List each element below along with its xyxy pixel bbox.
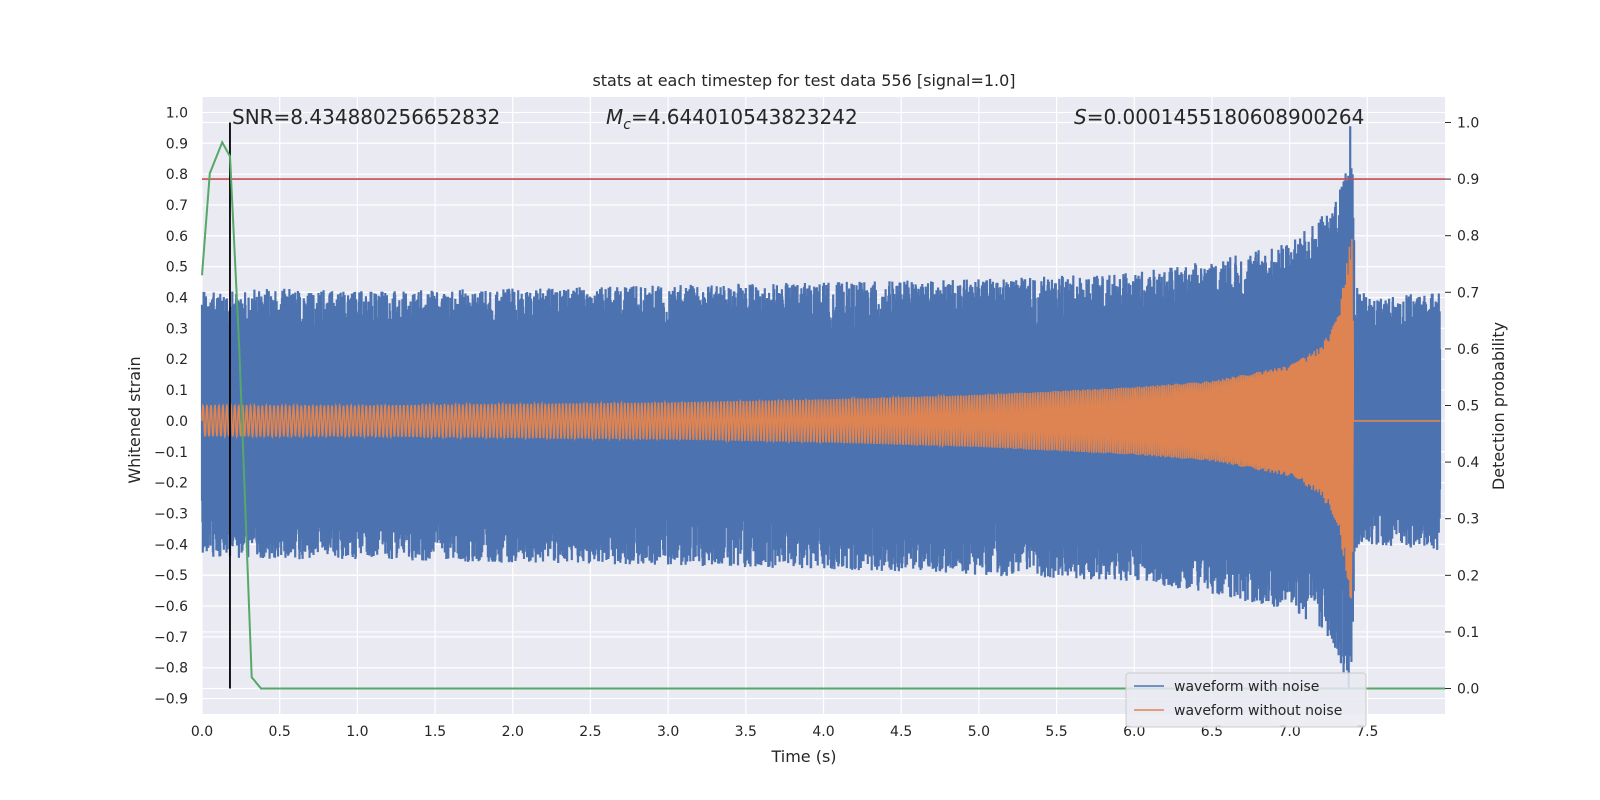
chirp-mass-value: =4.644010543823242 [631,105,858,129]
series-waveform-without-noise [201,239,1441,599]
y-tick-label: −0.4 [154,537,188,553]
chart-title: stats at each timestep for test data 556… [592,71,1015,90]
s-symbol: S [1074,105,1087,129]
x-tick-labels: 0.0 0.5 1.0 1.5 2.0 2.5 3.0 3.5 4.0 4.5 5.0 5.5 6.0 6… [191,724,1379,740]
y-axis-label: Whitened strain [125,356,144,483]
x-tick-label: 4.0 [812,724,834,740]
x-tick-label: 1.0 [346,724,368,740]
y-tick-label: −0.1 [154,445,188,461]
y-tick-label: 0.6 [166,229,188,245]
chirp-mass-symbol: M [606,105,623,129]
legend: waveform with noise waveform without noi… [1125,672,1367,728]
y-tick-label: 0.2 [166,352,188,368]
right-y-tick-label: 0.9 [1457,172,1479,188]
y-tick-label: −0.7 [154,630,188,646]
y-tick-label: 1.0 [166,105,188,121]
x-tick-label: 7.5 [1356,724,1378,740]
chirp-mass-annotation: Mc=4.644010543823242 [606,105,858,133]
y-tick-label: −0.8 [154,661,188,677]
x-tick-label: 0.5 [269,724,291,740]
x-tick-label: 0.0 [191,724,213,740]
y-tick-label: 0.3 [166,321,188,337]
y-tick-label: −0.3 [154,506,188,522]
x-tick-label: 6.0 [1123,724,1145,740]
x-tick-label: 2.0 [502,724,524,740]
x-tick-label: 3.5 [735,724,757,740]
y-tick-label: −0.6 [154,599,188,615]
chirp-mass-subscript: c [623,117,631,133]
s-annotation: S=0.0001455180608900264 [1074,105,1364,129]
x-tick-label: 3.0 [657,724,679,740]
x-tick-label: 7.0 [1278,724,1300,740]
plot-area [200,97,1445,714]
right-y-tick-label: 0.8 [1457,229,1479,245]
y-tick-label: −0.5 [154,568,188,584]
right-y-tick-label: 1.0 [1457,115,1479,131]
y-tick-label: −0.9 [154,692,188,708]
y-tick-label: 0.8 [166,167,188,183]
s-value: =0.0001455180608900264 [1087,105,1365,129]
y-tick-label: 0.7 [166,198,188,214]
x-tick-label: 5.5 [1045,724,1067,740]
right-y-tick-label: 0.4 [1457,455,1479,471]
x-tick-label: 5.0 [968,724,990,740]
y-tick-label: 0.0 [166,414,188,430]
y-tick-label: −0.2 [154,476,188,492]
right-y-tick-label: 0.1 [1457,625,1479,641]
y-tick-label: 0.1 [166,383,188,399]
right-y-tick-labels: 1.0 0.9 0.8 0.7 0.6 0.5 0.4 0.3 0.2 0.1 0.0 [1445,115,1479,698]
x-tick-label: 1.5 [424,724,446,740]
right-y-tick-label: 0.6 [1457,342,1479,358]
x-tick-label: 6.5 [1201,724,1223,740]
legend-box [1125,672,1367,728]
right-y-tick-label: 0.2 [1457,568,1479,584]
y-tick-label: 0.9 [166,136,188,152]
y-tick-labels: 1.0 0.9 0.8 0.7 0.6 0.5 0.4 0.3 0.2 0.1 0.0 −0.1 −0.… [154,105,188,707]
x-tick-label: 2.5 [579,724,601,740]
series-detection-probability [201,139,1445,690]
x-axis-label: Time (s) [770,747,836,766]
clean-waveform-trace [201,239,1441,599]
right-y-tick-label: 0.5 [1457,399,1479,415]
right-y-tick-label: 0.0 [1457,682,1479,698]
snr-annotation: SNR=8.434880256652832 [232,105,500,129]
x-tick-label: 4.5 [890,724,912,740]
y-tick-label: 0.4 [166,291,188,307]
right-y-axis-label: Detection probability [1489,322,1508,490]
right-y-tick-label: 0.7 [1457,285,1479,301]
legend-label-waveform-with-noise: waveform with noise [1174,679,1319,695]
y-tick-label: 0.5 [166,260,188,276]
right-y-tick-label: 0.3 [1457,512,1479,528]
legend-label-waveform-without-noise: waveform without noise [1174,703,1342,719]
